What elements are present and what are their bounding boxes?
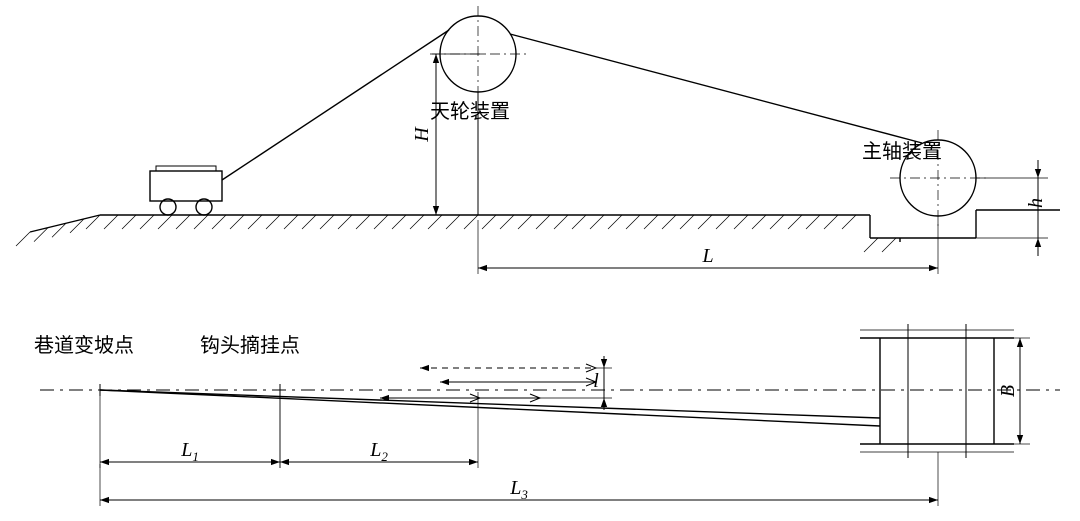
svg-text:L2: L2 <box>369 439 388 464</box>
svg-text:L3: L3 <box>509 477 528 502</box>
svg-text:H: H <box>411 126 433 143</box>
svg-text:巷道变坡点: 巷道变坡点 <box>34 334 134 357</box>
svg-text:B: B <box>997 385 1019 397</box>
svg-text:钩头摘挂点: 钩头摘挂点 <box>200 334 300 357</box>
svg-text:天轮装置: 天轮装置 <box>430 100 510 123</box>
svg-text:L: L <box>701 245 713 267</box>
hoist-layout-diagram: H Lh 天轮装置主轴装置 l B L1 L2 L3 巷道变坡点 钩头摘挂点 <box>0 0 1080 521</box>
svg-text:L1: L1 <box>180 439 199 464</box>
svg-text:h: h <box>1025 198 1047 208</box>
svg-text:主轴装置: 主轴装置 <box>862 140 942 163</box>
svg-text:l: l <box>593 370 599 392</box>
